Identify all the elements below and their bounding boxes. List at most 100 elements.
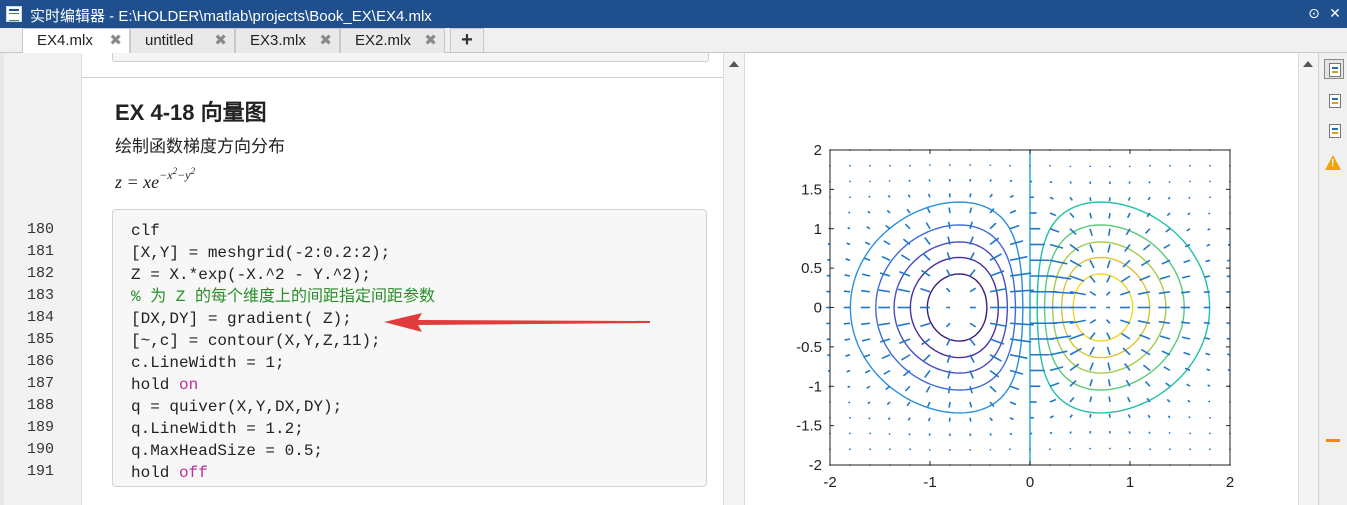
quiver-arrow xyxy=(1181,290,1191,294)
tab-ex3[interactable]: EX3.mlx ✖ xyxy=(235,28,340,53)
quiver-arrow xyxy=(1137,290,1151,295)
quiver-arrow xyxy=(1009,224,1020,230)
quiver-arrow xyxy=(868,195,871,198)
quiver-arrow xyxy=(989,193,993,198)
minimize-icon[interactable]: ⊙ xyxy=(1308,5,1320,21)
quiver-arrow xyxy=(902,238,911,246)
line-number: 182 xyxy=(26,265,54,282)
figure[interactable]: -2 -1 0 1 2 2 1.5 1 0.5 0 -0.5 -1 -1.5 -2 xyxy=(745,53,1298,505)
quiver-arrow xyxy=(945,287,951,293)
tab-ex4[interactable]: EX4.mlx ✖ xyxy=(22,28,130,54)
quiver-arrow xyxy=(1188,196,1191,199)
quiver-arrow xyxy=(969,322,977,328)
quiver-arrow xyxy=(1205,259,1211,263)
quiver-arrow xyxy=(878,322,891,326)
code-line[interactable]: hold on xyxy=(131,374,198,396)
quiver-arrow xyxy=(1189,448,1191,451)
quiver-arrow xyxy=(881,255,891,261)
contour-line xyxy=(1072,273,1134,342)
quiver-arrow xyxy=(969,252,975,261)
code-text: Z = X.*exp(-X.^2 - Y.^2); xyxy=(131,266,372,284)
quiver-arrow xyxy=(1209,180,1211,183)
quiver-arrow xyxy=(849,432,851,435)
code-line[interactable]: q.LineWidth = 1.2; xyxy=(131,418,304,440)
code-block[interactable]: clf [X,Y] = meshgrid(-2:0.2:2); Z = X.*exp… xyxy=(112,209,707,487)
code-text: q.LineWidth = 1.2; xyxy=(131,420,304,438)
quiver-arrow xyxy=(1181,336,1191,340)
code-line[interactable]: hold off xyxy=(131,462,208,484)
x-tick-label: -1 xyxy=(923,474,936,491)
quiver-arrow xyxy=(1069,259,1082,268)
quiver-arrow xyxy=(1089,212,1093,219)
equation-sq2: 2 xyxy=(190,166,196,176)
quiver-arrow xyxy=(1204,337,1211,340)
contour-line xyxy=(1051,241,1167,374)
output-inline-icon[interactable] xyxy=(1324,90,1344,110)
section-heading[interactable]: EX 4-18 向量图 xyxy=(115,100,267,125)
warning-icon[interactable]: ! xyxy=(1325,155,1341,170)
code-line[interactable]: Z = X.*exp(-X.^2 - Y.^2); xyxy=(131,264,371,286)
tab-close-icon[interactable]: ✖ xyxy=(109,32,122,49)
equation[interactable]: z = xe−x2−y2 xyxy=(115,166,195,193)
code-line[interactable]: q = quiver(X,Y,DX,DY); xyxy=(131,396,342,418)
quiver-arrow xyxy=(969,370,974,379)
close-icon[interactable]: ✕ xyxy=(1329,5,1341,21)
code-line[interactable]: [~,c] = contour(X,Y,Z,11); xyxy=(131,330,381,352)
code-line[interactable]: [DX,DY] = gradient( Z); xyxy=(131,308,352,330)
tab-ex2[interactable]: EX2.mlx ✖ xyxy=(340,28,445,53)
tab-close-icon[interactable]: ✖ xyxy=(424,32,437,49)
code-line[interactable]: % 为 Z 的每个维度上的间距指定间距参数 xyxy=(131,286,435,308)
quiver-arrow xyxy=(948,401,951,408)
output-view-toolbar xyxy=(1318,53,1347,505)
quiver-arrow xyxy=(1124,363,1131,371)
code-line[interactable]: [X,Y] = meshgrid(-2:0.2:2); xyxy=(131,242,390,264)
tab-close-icon[interactable]: ✖ xyxy=(214,32,227,49)
code-line[interactable]: q.MaxHeadSize = 0.5; xyxy=(131,440,323,462)
quiver-arrow xyxy=(1204,275,1211,278)
output-right-icon[interactable] xyxy=(1324,59,1344,79)
quiver-arrow xyxy=(846,242,851,246)
quiver-arrow xyxy=(1105,291,1111,296)
editor-scrollbar[interactable] xyxy=(723,53,745,505)
tab-bar: EX4.mlx ✖ untitled ✖ EX3.mlx ✖ EX2.mlx ✖… xyxy=(0,28,1347,54)
quiver-arrow xyxy=(909,448,911,451)
tab-close-icon[interactable]: ✖ xyxy=(319,32,332,49)
quiver-arrow xyxy=(1069,319,1086,325)
quiver-arrow xyxy=(928,179,931,182)
quiver-arrow xyxy=(861,338,871,342)
code-line[interactable]: clf xyxy=(131,220,160,242)
y-tick-label: 1.5 xyxy=(801,181,822,198)
quiver-arrow xyxy=(989,208,995,214)
quiver-arrow xyxy=(989,448,992,451)
quiver-arrow xyxy=(1107,362,1111,371)
quiver-arrow xyxy=(1128,181,1131,184)
quiver-arrow xyxy=(1189,432,1191,435)
quiver-arrow xyxy=(849,180,851,183)
quiver-arrow xyxy=(1089,291,1097,296)
scroll-up-icon[interactable] xyxy=(1303,61,1313,67)
quiver-arrow xyxy=(1009,194,1014,198)
live-editor[interactable]: EX 4-18 向量图 绘制函数梯度方向分布 z = xe−x2−y2 clf[… xyxy=(82,53,723,505)
quiver-arrow xyxy=(1069,212,1075,218)
quiver-arrow xyxy=(1108,197,1111,202)
contour-line xyxy=(1036,201,1211,414)
code-line[interactable]: c.LineWidth = 1; xyxy=(131,352,285,374)
text-view-icon[interactable] xyxy=(1324,120,1344,140)
tab-label: untitled xyxy=(145,32,194,49)
quiver-arrow xyxy=(1121,332,1131,340)
add-tab-icon[interactable]: + xyxy=(450,28,484,53)
quiver-arrow xyxy=(1089,332,1096,340)
tab-label: EX3.mlx xyxy=(250,32,306,49)
quiver-arrow xyxy=(1049,350,1068,356)
scroll-up-icon[interactable] xyxy=(729,61,739,67)
output-scrollbar[interactable] xyxy=(1298,53,1318,505)
quiver-arrow xyxy=(1089,275,1096,283)
section-text[interactable]: 绘制函数梯度方向分布 xyxy=(115,137,285,156)
line-number: 180 xyxy=(26,221,54,238)
quiver-arrow xyxy=(906,208,911,214)
tab-untitled[interactable]: untitled ✖ xyxy=(130,28,235,53)
quiver-arrow xyxy=(1183,351,1191,356)
quiver-arrow xyxy=(1209,164,1211,167)
quiver-arrow xyxy=(867,401,871,405)
code-keyword: on xyxy=(179,376,199,394)
